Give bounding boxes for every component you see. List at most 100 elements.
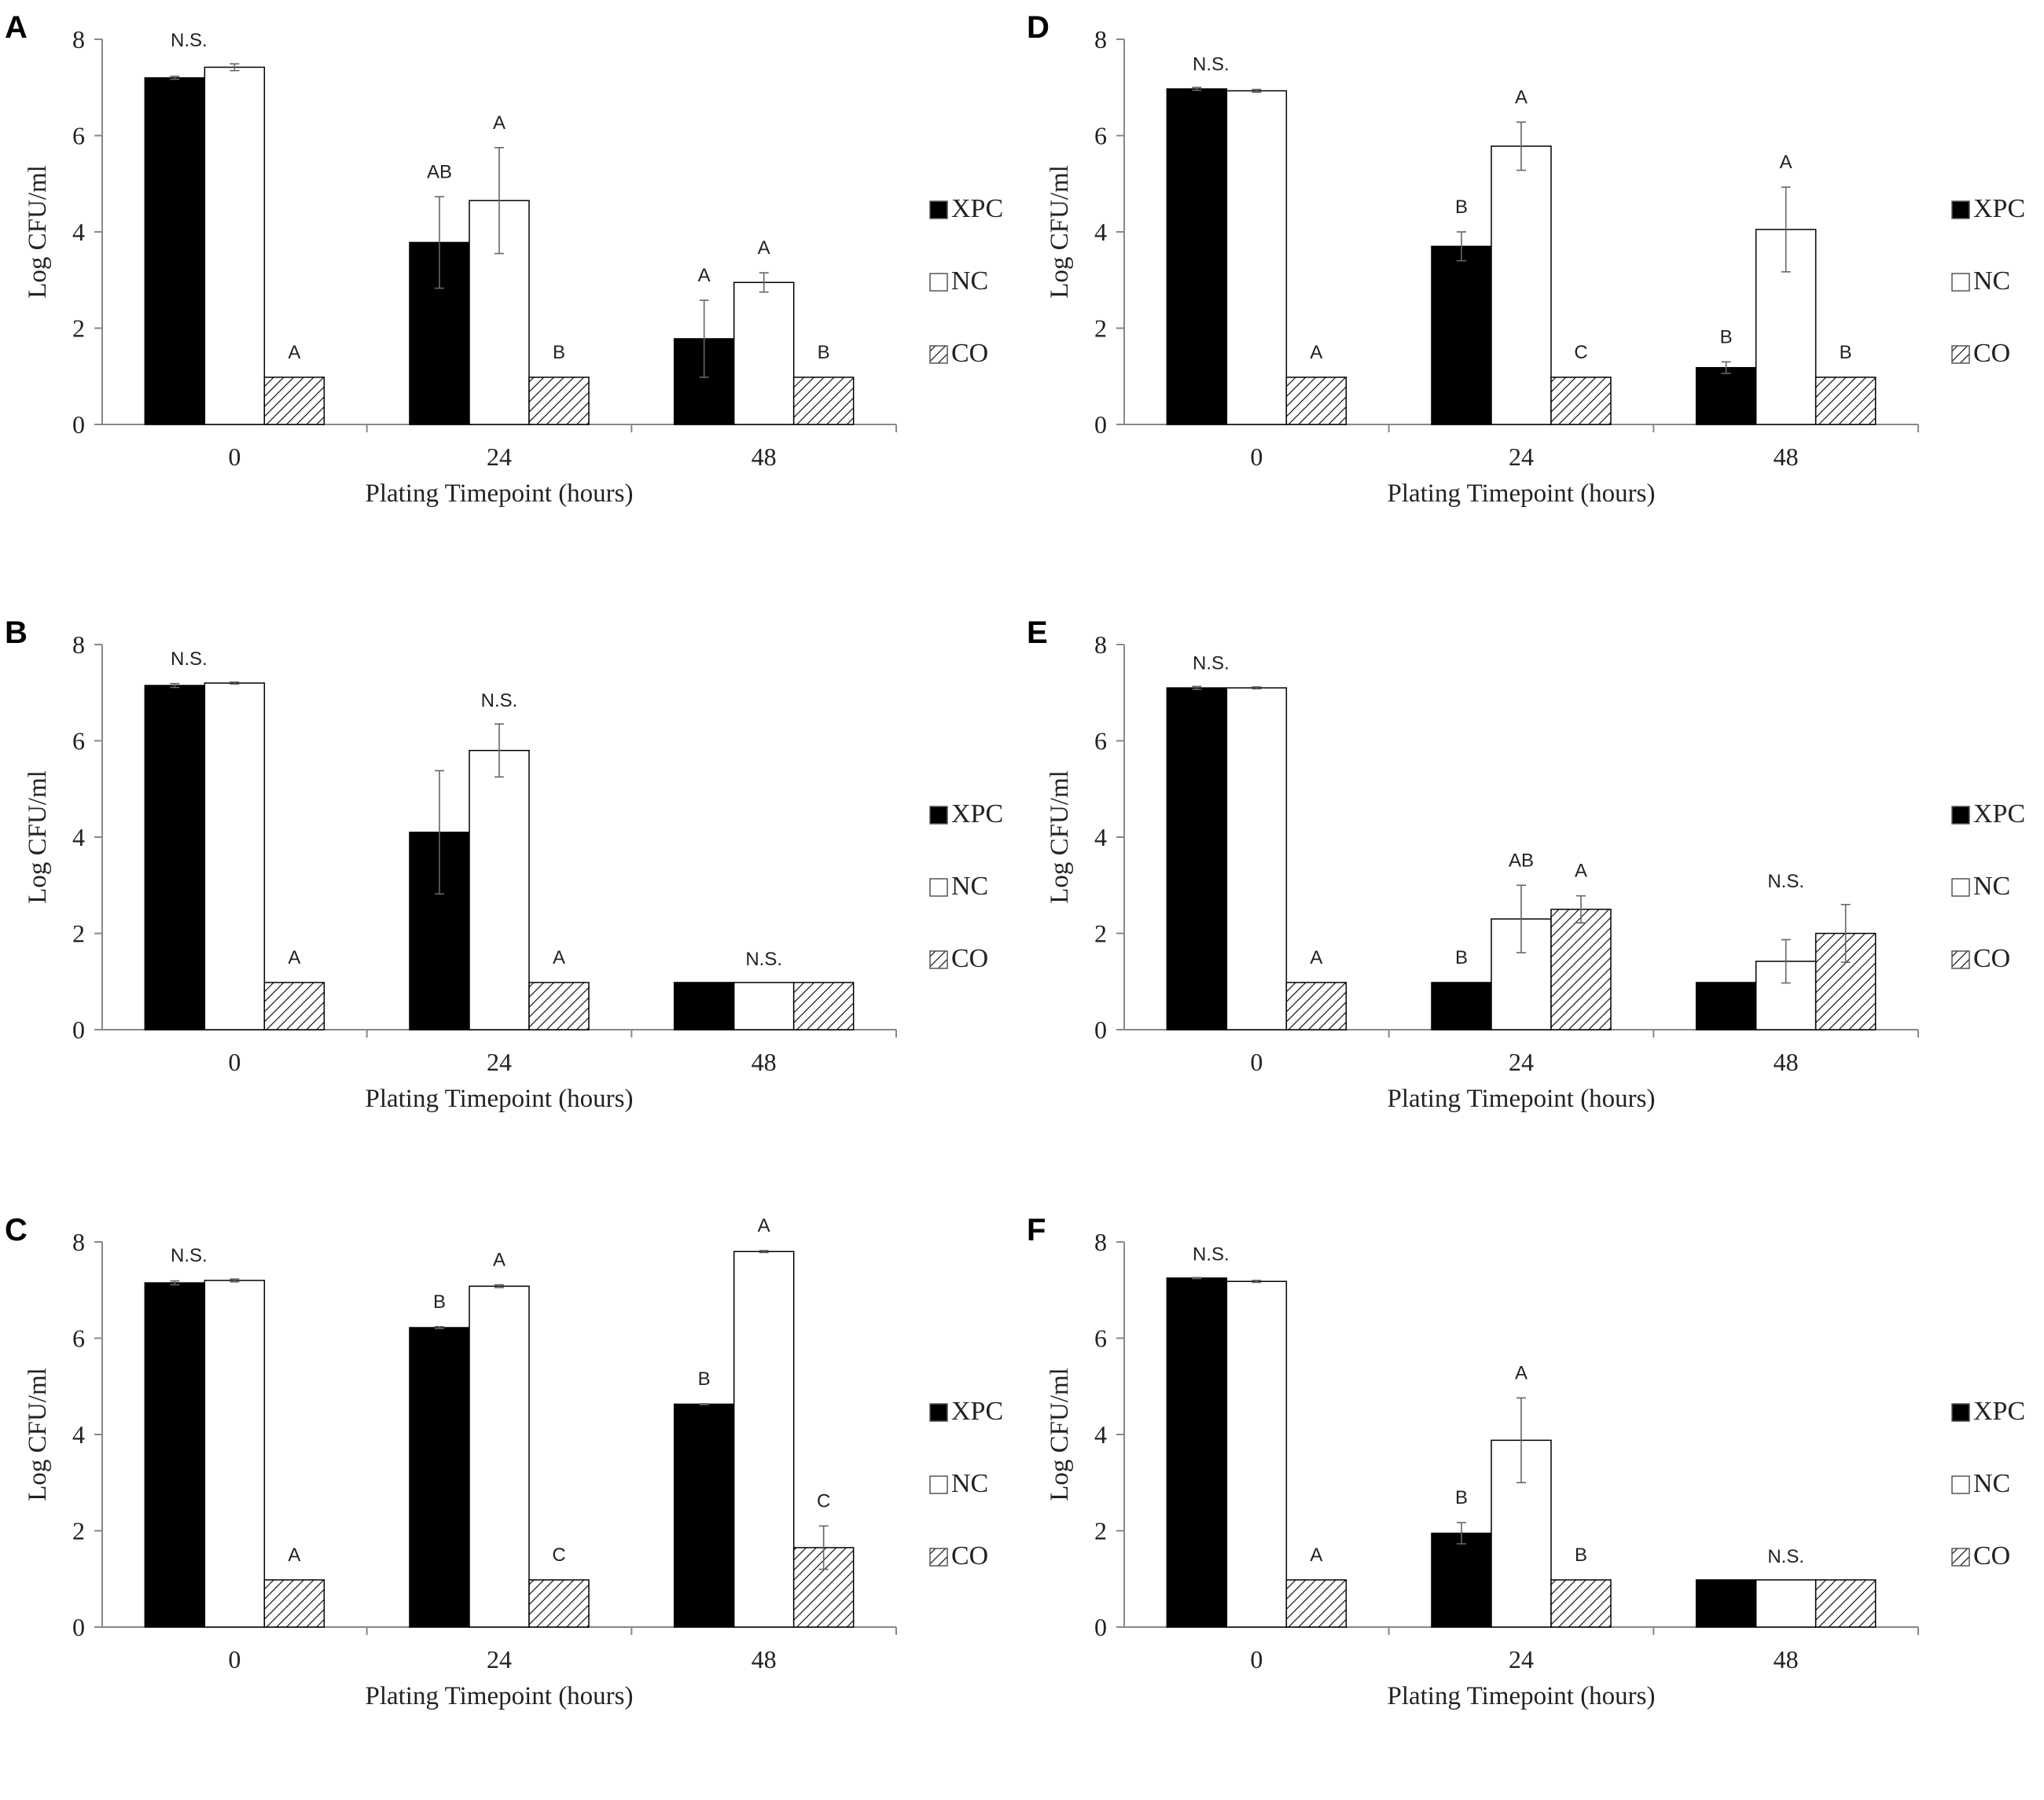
x-tick-label: 48 — [752, 1048, 777, 1076]
y-tick-label: 8 — [1094, 1228, 1107, 1256]
bar-co — [263, 377, 325, 425]
y-axis-title: Log CFU/ml — [24, 165, 52, 299]
y-tick-label: 4 — [72, 218, 85, 246]
significance-label: A — [758, 237, 770, 259]
y-tick-label: 2 — [1094, 1517, 1107, 1545]
significance-label: N.S. — [1767, 1546, 1804, 1567]
legend-label: NC — [951, 872, 988, 901]
significance-label: A — [1575, 861, 1587, 882]
panel-letter: A — [5, 10, 28, 45]
bar-xpc — [1431, 982, 1492, 1030]
bar-nc — [733, 281, 795, 425]
significance-label: A — [1515, 1362, 1527, 1383]
bar-xpc — [673, 982, 735, 1030]
significance-label: N.S. — [171, 648, 208, 670]
bar-nc — [469, 750, 530, 1030]
legend-label: CO — [1973, 339, 2010, 368]
legend-swatch-co — [1951, 950, 1970, 969]
x-tick-label: 24 — [1509, 1048, 1534, 1076]
bar-xpc — [1695, 1579, 1757, 1628]
significance-label: N.S. — [1193, 53, 1230, 75]
y-tick-label: 0 — [72, 1016, 85, 1044]
y-tick-label: 8 — [1094, 630, 1107, 659]
x-tick-label: 0 — [1250, 443, 1263, 471]
legend-swatch-nc — [929, 878, 948, 897]
bar-xpc — [673, 1403, 735, 1628]
significance-label: A — [1310, 342, 1322, 363]
significance-label: A — [493, 1250, 505, 1271]
legend-label: NC — [1973, 266, 2010, 296]
y-tick-label: 2 — [72, 314, 85, 343]
x-tick-label: 24 — [1509, 443, 1534, 471]
significance-label: N.S. — [171, 1245, 208, 1266]
legend-swatch-nc — [1951, 273, 1970, 292]
y-tick-label: 2 — [72, 1517, 85, 1545]
legend-label: CO — [951, 1541, 988, 1570]
y-tick-label: 8 — [72, 630, 85, 659]
legend-label: NC — [951, 1469, 988, 1498]
x-tick-label: 48 — [1774, 1645, 1799, 1673]
bar-co — [1550, 377, 1612, 425]
bar-co — [528, 1579, 590, 1628]
significance-label: A — [698, 265, 711, 286]
bar-xpc — [1166, 687, 1228, 1030]
panel-letter: E — [1027, 615, 1048, 650]
significance-label: A — [288, 342, 300, 363]
significance-label: A — [1515, 86, 1527, 108]
legend-swatch-nc — [929, 1475, 948, 1494]
significance-label: AB — [427, 161, 452, 182]
legend-swatch-xpc — [929, 806, 948, 825]
significance-label: B — [1455, 197, 1468, 218]
y-tick-label: 6 — [1094, 727, 1107, 755]
significance-label: A — [288, 1545, 300, 1566]
legend-swatch-xpc — [1951, 1403, 1970, 1422]
panel-letter: D — [1027, 10, 1050, 45]
significance-label: A — [553, 947, 565, 968]
legend-swatch-co — [1951, 1548, 1970, 1567]
bar-xpc — [1431, 245, 1492, 425]
x-tick-label: 24 — [487, 1645, 512, 1673]
y-tick-label: 4 — [72, 823, 85, 851]
significance-label: C — [1574, 342, 1587, 363]
legend-label: XPC — [951, 1397, 1003, 1426]
y-tick-label: 6 — [1094, 122, 1107, 150]
significance-label: B — [1575, 1545, 1587, 1566]
x-axis-title: Plating Timepoint (hours) — [1387, 1085, 1655, 1113]
legend-swatch-xpc — [1951, 200, 1970, 219]
legend-swatch-nc — [929, 273, 948, 292]
bar-co — [1550, 1579, 1612, 1628]
legend-swatch-xpc — [929, 200, 948, 219]
y-tick-label: 6 — [72, 727, 85, 755]
legend-swatch-xpc — [1951, 806, 1970, 825]
bar-xpc — [144, 77, 206, 425]
y-tick-label: 0 — [72, 410, 85, 439]
x-tick-label: 0 — [228, 1048, 241, 1076]
legend-swatch-nc — [1951, 878, 1970, 897]
x-axis-title: Plating Timepoint (hours) — [365, 479, 633, 508]
y-tick-label: 0 — [1094, 1613, 1107, 1641]
bar-xpc — [1431, 1532, 1492, 1628]
x-tick-label: 48 — [1774, 443, 1799, 471]
significance-label: N.S. — [1767, 871, 1804, 892]
bar-nc — [469, 1285, 530, 1628]
y-axis-title: Log CFU/ml — [24, 1368, 52, 1501]
panel-letter: B — [5, 615, 28, 650]
panel-letter: F — [1027, 1213, 1046, 1247]
x-axis-title: Plating Timepoint (hours) — [365, 1085, 633, 1113]
significance-label: N.S. — [1193, 1243, 1230, 1265]
bar-co — [1550, 909, 1612, 1030]
y-tick-label: 6 — [72, 122, 85, 150]
bar-co — [528, 982, 590, 1030]
y-tick-label: 2 — [1094, 920, 1107, 948]
y-tick-label: 0 — [72, 1613, 85, 1641]
significance-label: A — [493, 112, 505, 134]
bar-nc — [733, 1251, 795, 1628]
legend-label: CO — [951, 944, 988, 973]
legend-label: XPC — [1973, 1397, 2025, 1426]
bar-co — [1814, 377, 1877, 425]
bar-co — [792, 982, 855, 1030]
bar-nc — [1755, 1579, 1817, 1628]
significance-label: B — [553, 342, 565, 363]
bar-co — [792, 377, 855, 425]
